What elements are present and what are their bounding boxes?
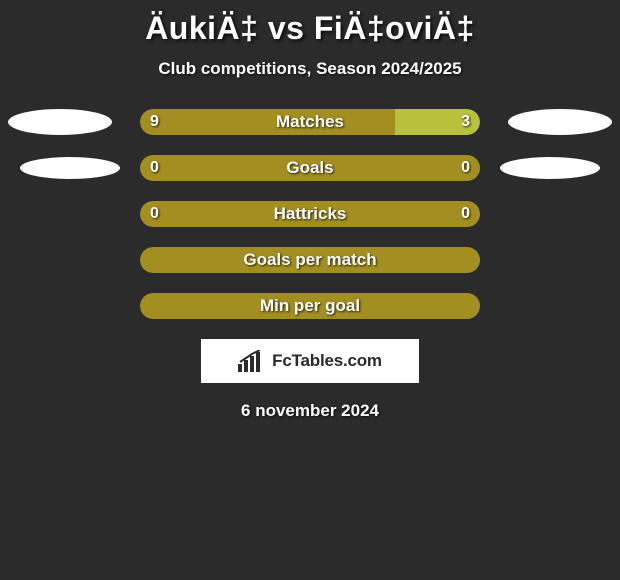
stat-bar bbox=[140, 201, 480, 227]
stat-bar bbox=[140, 155, 480, 181]
stat-row: Goals00 bbox=[0, 155, 620, 181]
bar-right-segment bbox=[395, 109, 480, 135]
bar-left-segment bbox=[140, 155, 480, 181]
bar-chart-icon bbox=[238, 350, 266, 372]
stat-row: Goals per match bbox=[0, 247, 620, 273]
comparison-chart: Matches93 Goals00 Hattricks00 Goals per mat… bbox=[0, 109, 620, 319]
bar-left-segment bbox=[140, 201, 480, 227]
stat-row: Matches93 bbox=[0, 109, 620, 135]
bar-left-segment bbox=[140, 293, 480, 319]
date-text: 6 november 2024 bbox=[0, 401, 620, 421]
stat-row: Hattricks00 bbox=[0, 201, 620, 227]
stat-bar bbox=[140, 109, 480, 135]
player-left-marker bbox=[8, 109, 112, 135]
player-right-marker bbox=[508, 109, 612, 135]
page-title: ÄukiÄ‡ vs FiÄ‡oviÄ‡ bbox=[0, 0, 620, 47]
page-subtitle: Club competitions, Season 2024/2025 bbox=[0, 59, 620, 79]
player-left-marker bbox=[20, 157, 120, 179]
player-right-marker bbox=[500, 157, 600, 179]
bar-left-segment bbox=[140, 109, 395, 135]
logo-text: FcTables.com bbox=[272, 351, 382, 371]
stat-bar bbox=[140, 247, 480, 273]
bar-left-segment bbox=[140, 247, 480, 273]
stat-bar bbox=[140, 293, 480, 319]
stat-row: Min per goal bbox=[0, 293, 620, 319]
logo-box: FcTables.com bbox=[201, 339, 419, 383]
